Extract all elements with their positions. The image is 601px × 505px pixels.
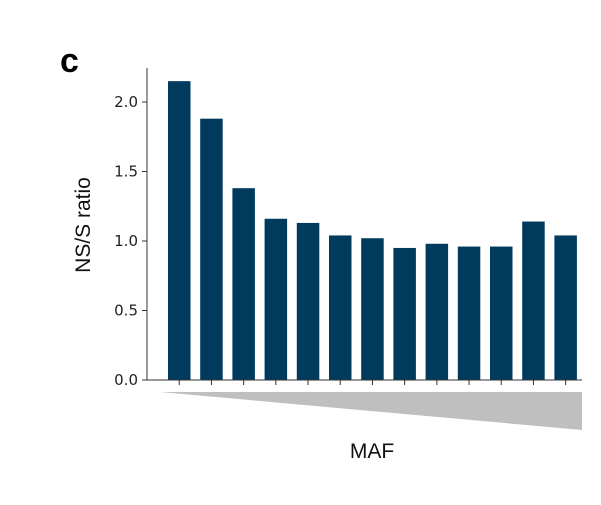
bar-10 — [457, 246, 481, 380]
y-tick-label: 2.0 — [114, 93, 138, 111]
bar-12 — [522, 221, 545, 380]
bar-3 — [232, 188, 255, 380]
bar-2 — [200, 118, 223, 381]
y-tick-label: 0.5 — [114, 302, 138, 320]
bar-6 — [329, 235, 352, 380]
bar-series — [168, 81, 577, 381]
y-tick-label: 1.0 — [114, 232, 138, 250]
maf-gradient-wedge — [160, 392, 582, 430]
bar-1 — [168, 81, 191, 381]
y-axis-label: NS/S ratio — [72, 177, 95, 273]
bar-8 — [393, 247, 416, 380]
y-tick-label: 1.5 — [114, 163, 138, 181]
bar-11 — [490, 246, 513, 380]
bar-5 — [296, 222, 320, 380]
bar-9 — [425, 243, 449, 380]
panel-label: c — [60, 42, 79, 80]
x-axis-ticks — [178, 380, 567, 385]
bar-13 — [554, 235, 577, 380]
y-axis-ticks: 0.0 0.5 1.0 1.5 2.0 — [114, 93, 147, 389]
y-tick-label: 0.0 — [114, 371, 138, 389]
bar-7 — [361, 238, 384, 380]
x-axis-label: MAF — [350, 440, 394, 463]
bar-4 — [264, 218, 288, 380]
